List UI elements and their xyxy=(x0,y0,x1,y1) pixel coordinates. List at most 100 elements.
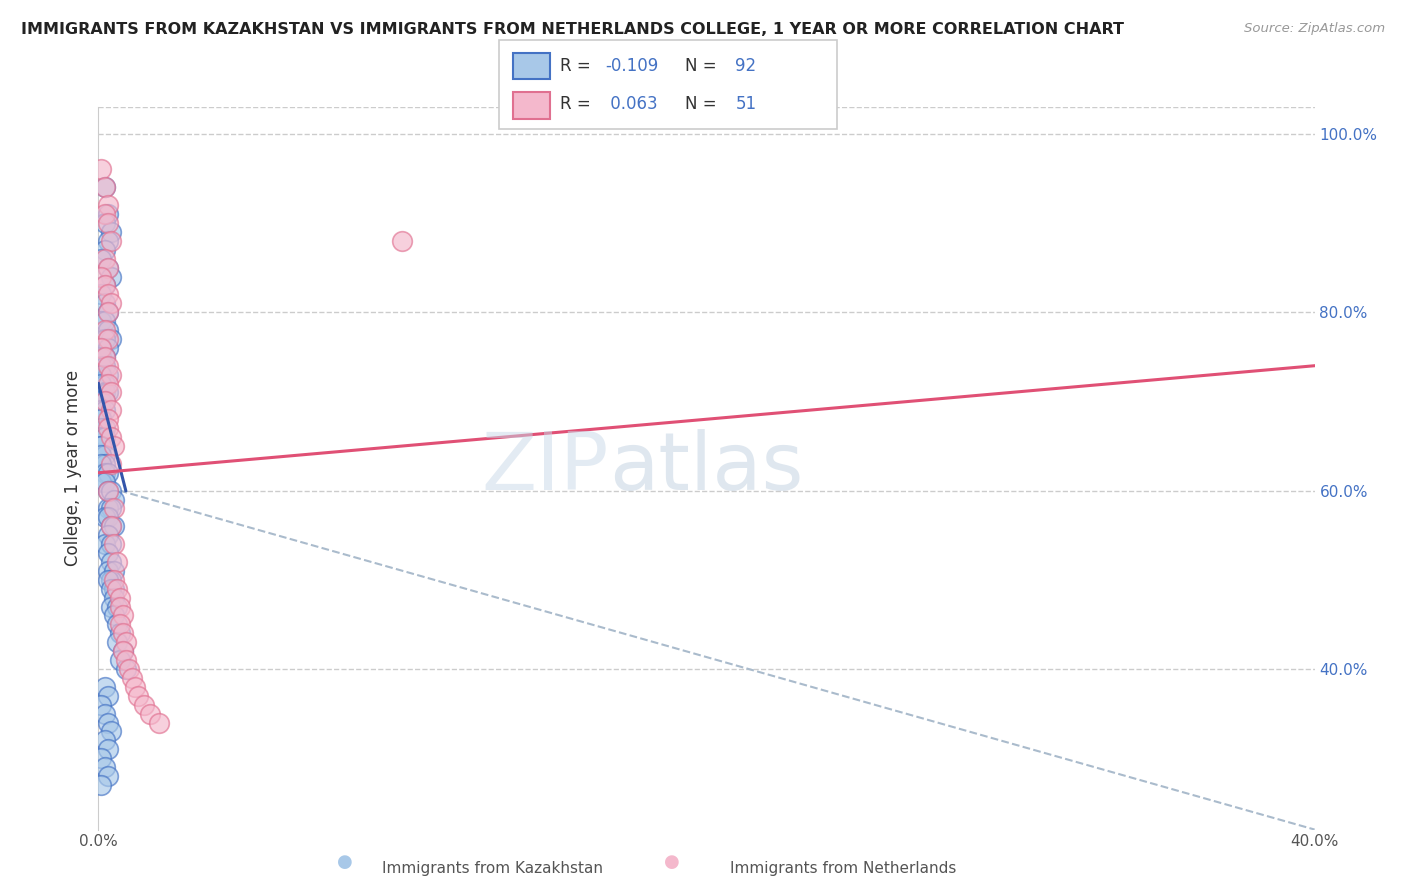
Point xyxy=(96,573,118,587)
Point xyxy=(100,582,122,596)
Point xyxy=(96,510,118,524)
Point xyxy=(93,466,115,480)
Point xyxy=(114,653,136,667)
Point xyxy=(93,421,115,435)
Point xyxy=(93,180,115,194)
Point xyxy=(100,519,122,533)
Point xyxy=(96,207,118,221)
Point xyxy=(90,430,112,444)
Y-axis label: College, 1 year or more: College, 1 year or more xyxy=(65,370,83,566)
Point xyxy=(100,430,122,444)
Point xyxy=(93,537,115,551)
Point xyxy=(93,359,115,373)
Point xyxy=(96,528,118,542)
Point xyxy=(100,332,122,346)
Point xyxy=(96,385,118,400)
Point xyxy=(90,457,112,471)
Point xyxy=(100,368,122,382)
Point xyxy=(100,225,122,239)
Point xyxy=(96,715,118,730)
Point xyxy=(90,403,112,417)
Text: 51: 51 xyxy=(735,95,756,113)
Point xyxy=(93,448,115,462)
Point xyxy=(93,706,115,721)
Point xyxy=(90,162,112,177)
Point xyxy=(105,555,128,569)
Point xyxy=(96,466,118,480)
Point xyxy=(96,323,118,337)
Point xyxy=(100,385,122,400)
Point xyxy=(124,680,146,694)
Text: IMMIGRANTS FROM KAZAKHSTAN VS IMMIGRANTS FROM NETHERLANDS COLLEGE, 1 YEAR OR MOR: IMMIGRANTS FROM KAZAKHSTAN VS IMMIGRANTS… xyxy=(21,22,1123,37)
Point xyxy=(93,180,115,194)
Point xyxy=(108,591,131,605)
Point xyxy=(96,742,118,756)
Point xyxy=(96,483,118,498)
Point xyxy=(96,501,118,516)
Point xyxy=(100,483,122,498)
Point xyxy=(93,207,115,221)
Point xyxy=(96,305,118,319)
Point xyxy=(111,626,134,640)
Point xyxy=(103,573,125,587)
Point xyxy=(96,305,118,319)
Point xyxy=(96,359,118,373)
Point xyxy=(93,430,115,444)
Bar xyxy=(513,53,550,79)
Point xyxy=(93,733,115,747)
Point xyxy=(90,412,112,426)
Point xyxy=(100,537,122,551)
Text: 0.063: 0.063 xyxy=(606,95,658,113)
Text: R =: R = xyxy=(560,57,596,75)
Text: atlas: atlas xyxy=(609,429,804,508)
Point xyxy=(105,582,128,596)
Point xyxy=(96,216,118,230)
Point xyxy=(93,278,115,293)
Point xyxy=(105,617,128,632)
Point xyxy=(100,599,122,614)
Point xyxy=(90,376,112,391)
Point xyxy=(93,216,115,230)
Point xyxy=(90,698,112,712)
Point xyxy=(93,323,115,337)
Point xyxy=(100,403,122,417)
Point xyxy=(93,376,115,391)
Text: ●: ● xyxy=(664,853,681,871)
Text: -0.109: -0.109 xyxy=(606,57,658,75)
Point xyxy=(90,394,112,409)
Point xyxy=(103,564,125,578)
Point xyxy=(96,234,118,248)
Point xyxy=(108,653,131,667)
Point xyxy=(100,234,122,248)
Point xyxy=(121,671,143,685)
Point xyxy=(96,376,118,391)
Point xyxy=(103,608,125,623)
Point xyxy=(93,278,115,293)
Point xyxy=(111,644,134,658)
Text: 92: 92 xyxy=(735,57,756,75)
Point xyxy=(93,243,115,257)
Point xyxy=(90,269,112,284)
Text: Immigrants from Kazakhstan: Immigrants from Kazakhstan xyxy=(381,861,603,876)
Point xyxy=(103,501,125,516)
Point xyxy=(100,555,122,569)
Point xyxy=(90,412,112,426)
Point xyxy=(96,341,118,355)
Point xyxy=(96,412,118,426)
Point xyxy=(93,510,115,524)
Point xyxy=(90,359,112,373)
Point xyxy=(90,287,112,301)
Point xyxy=(90,448,112,462)
Point xyxy=(93,403,115,417)
Text: Immigrants from Netherlands: Immigrants from Netherlands xyxy=(730,861,957,876)
Point xyxy=(93,350,115,364)
Point xyxy=(96,769,118,783)
Point xyxy=(105,599,128,614)
Point xyxy=(100,501,122,516)
Point xyxy=(108,617,131,632)
Point xyxy=(90,252,112,266)
Point xyxy=(118,662,141,676)
Text: N =: N = xyxy=(685,95,721,113)
Point xyxy=(96,483,118,498)
Point xyxy=(96,368,118,382)
